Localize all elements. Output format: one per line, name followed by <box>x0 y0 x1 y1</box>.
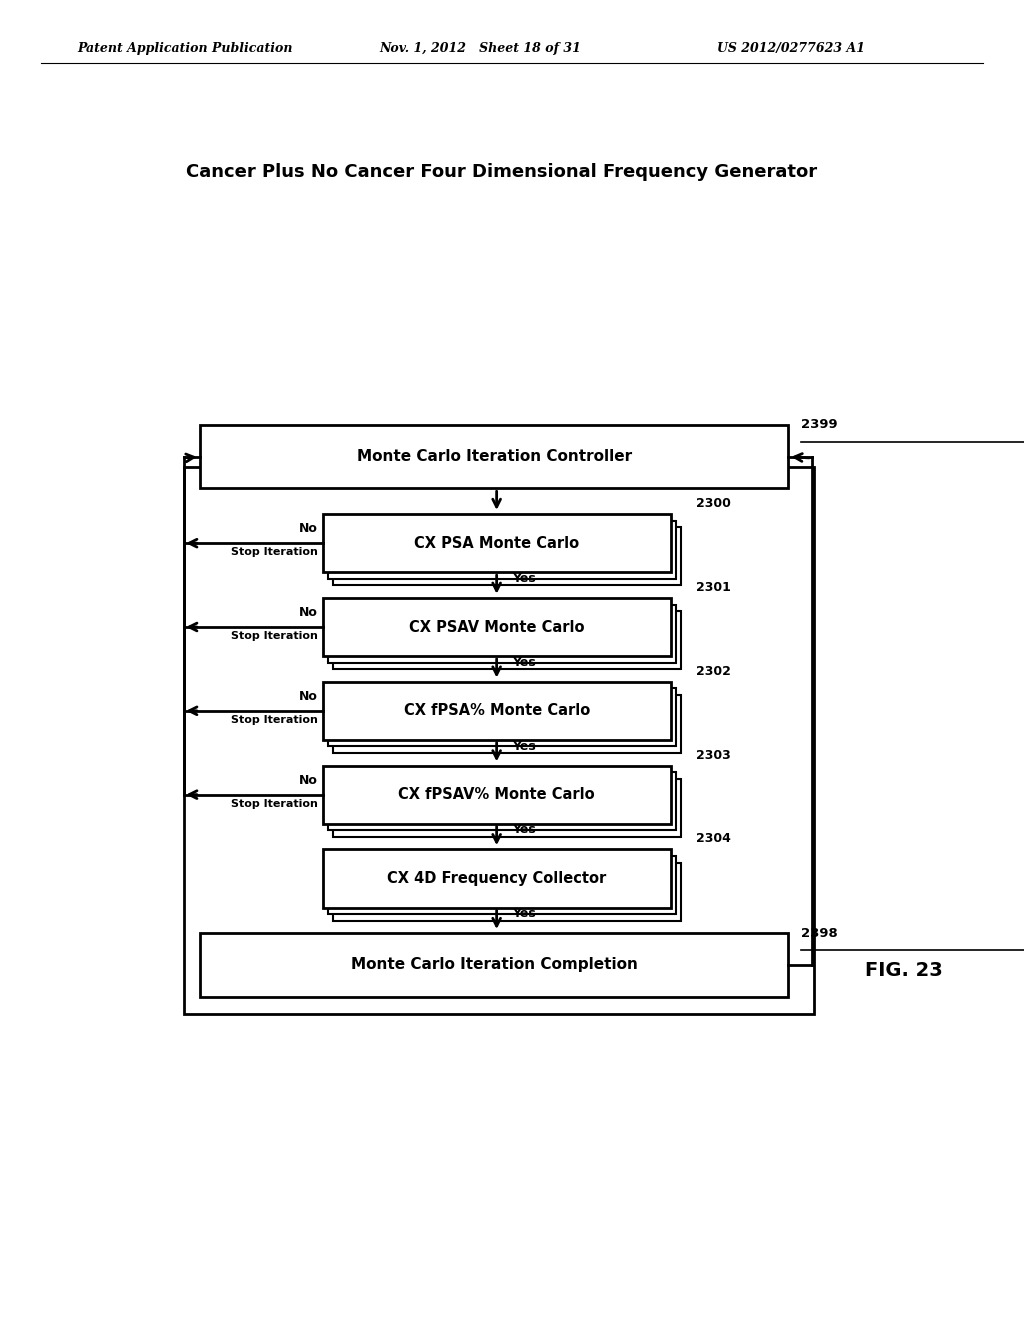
Text: 2304: 2304 <box>696 833 731 846</box>
Bar <box>328 520 676 578</box>
Bar <box>328 689 676 747</box>
Bar <box>333 611 681 669</box>
Bar <box>323 766 671 824</box>
Text: Nov. 1, 2012   Sheet 18 of 31: Nov. 1, 2012 Sheet 18 of 31 <box>379 42 581 55</box>
Text: Patent Application Publication: Patent Application Publication <box>77 42 292 55</box>
Text: Yes: Yes <box>512 824 536 837</box>
Bar <box>333 779 681 837</box>
Text: Stop Iteration: Stop Iteration <box>230 546 317 557</box>
Text: 2399: 2399 <box>801 418 838 432</box>
Text: CX PSAV Monte Carlo: CX PSAV Monte Carlo <box>409 619 585 635</box>
Text: CX PSA Monte Carlo: CX PSA Monte Carlo <box>414 536 580 550</box>
Text: FIG. 23: FIG. 23 <box>865 961 943 979</box>
Text: 2301: 2301 <box>696 581 731 594</box>
Text: CX fPSAV% Monte Carlo: CX fPSAV% Monte Carlo <box>398 787 595 803</box>
Text: 2398: 2398 <box>801 927 838 940</box>
Text: Stop Iteration: Stop Iteration <box>230 799 317 809</box>
Text: No: No <box>299 690 317 702</box>
Text: Monte Carlo Iteration Completion: Monte Carlo Iteration Completion <box>350 957 638 973</box>
Text: Cancer Plus No Cancer Four Dimensional Frequency Generator: Cancer Plus No Cancer Four Dimensional F… <box>186 162 817 181</box>
Bar <box>184 467 814 1014</box>
Text: Stop Iteration: Stop Iteration <box>230 631 317 642</box>
Bar <box>323 850 671 908</box>
Text: US 2012/0277623 A1: US 2012/0277623 A1 <box>717 42 865 55</box>
Bar <box>323 598 671 656</box>
Bar <box>328 605 676 663</box>
Text: Monte Carlo Iteration Controller: Monte Carlo Iteration Controller <box>356 449 632 465</box>
Text: Stop Iteration: Stop Iteration <box>230 715 317 725</box>
Bar <box>323 682 671 739</box>
Bar <box>323 513 671 573</box>
Text: Yes: Yes <box>512 572 536 585</box>
Bar <box>328 857 676 913</box>
Bar <box>333 863 681 921</box>
Bar <box>328 772 676 830</box>
Bar <box>200 933 788 997</box>
Text: CX 4D Frequency Collector: CX 4D Frequency Collector <box>387 871 606 886</box>
Text: 2303: 2303 <box>696 748 731 762</box>
Text: Yes: Yes <box>512 656 536 669</box>
Text: No: No <box>299 774 317 787</box>
Text: No: No <box>299 523 317 536</box>
Text: 2300: 2300 <box>696 498 731 510</box>
Text: CX fPSA% Monte Carlo: CX fPSA% Monte Carlo <box>403 704 590 718</box>
Text: No: No <box>299 606 317 619</box>
Text: Yes: Yes <box>512 739 536 752</box>
Text: 2302: 2302 <box>696 665 731 678</box>
Text: Yes: Yes <box>512 907 536 920</box>
Bar <box>333 696 681 752</box>
Bar <box>333 527 681 586</box>
Bar <box>200 425 788 488</box>
